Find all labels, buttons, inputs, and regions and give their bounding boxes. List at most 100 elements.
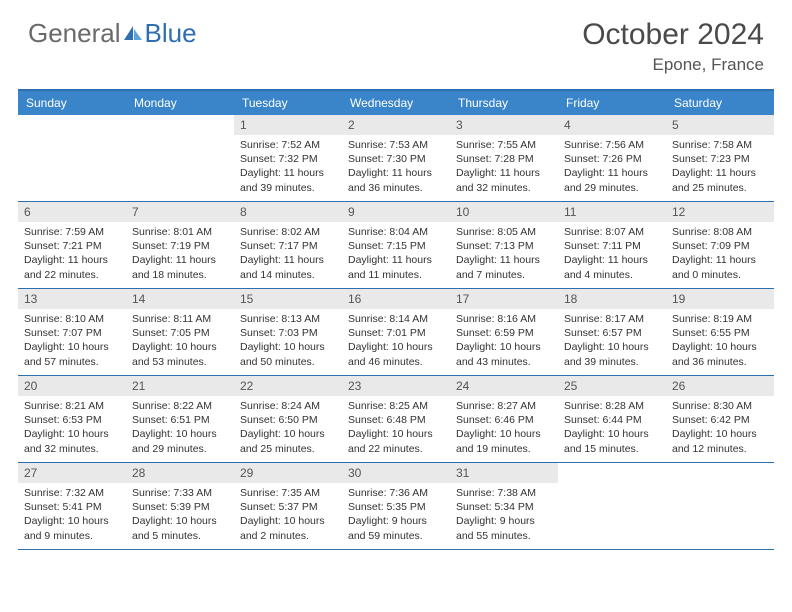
day-detail-line: Sunset: 5:34 PM bbox=[450, 500, 558, 514]
day-detail-line: Sunset: 7:07 PM bbox=[18, 326, 126, 340]
day-detail-line: and 57 minutes. bbox=[18, 355, 126, 369]
day-detail-line: Sunset: 5:37 PM bbox=[234, 500, 342, 514]
day-detail-line: Sunset: 7:11 PM bbox=[558, 239, 666, 253]
day-detail-line: Sunrise: 8:30 AM bbox=[666, 399, 774, 413]
month-title: October 2024 bbox=[582, 18, 764, 52]
day-detail-line: and 25 minutes. bbox=[666, 181, 774, 195]
day-detail-line: Sunrise: 8:19 AM bbox=[666, 312, 774, 326]
day-detail-line: Sunrise: 7:56 AM bbox=[558, 138, 666, 152]
day-detail-line: Daylight: 10 hours bbox=[450, 340, 558, 354]
logo: General Blue bbox=[28, 18, 197, 49]
day-header: Tuesday bbox=[234, 91, 342, 115]
day-number: 13 bbox=[18, 289, 126, 309]
day-detail-line: and 36 minutes. bbox=[666, 355, 774, 369]
day-detail-line: and 18 minutes. bbox=[126, 268, 234, 282]
day-detail-line: Sunset: 7:21 PM bbox=[18, 239, 126, 253]
header: General Blue October 2024 Epone, France bbox=[0, 0, 792, 83]
day-detail-line: Sunrise: 7:52 AM bbox=[234, 138, 342, 152]
day-detail-line: Sunrise: 8:02 AM bbox=[234, 225, 342, 239]
day-detail-line: Sunset: 7:09 PM bbox=[666, 239, 774, 253]
day-detail-line: Sunrise: 8:14 AM bbox=[342, 312, 450, 326]
day-cell: 22Sunrise: 8:24 AMSunset: 6:50 PMDayligh… bbox=[234, 376, 342, 462]
day-detail-line: Sunset: 7:32 PM bbox=[234, 152, 342, 166]
day-detail-line: Sunset: 6:55 PM bbox=[666, 326, 774, 340]
day-detail-line: Daylight: 11 hours bbox=[342, 253, 450, 267]
day-detail-line: Sunrise: 8:17 AM bbox=[558, 312, 666, 326]
day-detail-line: and 43 minutes. bbox=[450, 355, 558, 369]
day-detail-line: and 14 minutes. bbox=[234, 268, 342, 282]
week-row: 13Sunrise: 8:10 AMSunset: 7:07 PMDayligh… bbox=[18, 289, 774, 376]
day-detail-line: Sunrise: 8:22 AM bbox=[126, 399, 234, 413]
day-number: 12 bbox=[666, 202, 774, 222]
day-detail-line: Sunset: 6:59 PM bbox=[450, 326, 558, 340]
day-cell: 9Sunrise: 8:04 AMSunset: 7:15 PMDaylight… bbox=[342, 202, 450, 288]
day-header: Thursday bbox=[450, 91, 558, 115]
day-cell: 12 Sunrise: 8:08 AMSunset: 7:09 PMDayligh… bbox=[666, 202, 774, 288]
day-cell: 3Sunrise: 7:55 AMSunset: 7:28 PMDaylight… bbox=[450, 115, 558, 201]
day-detail-line: Sunset: 6:46 PM bbox=[450, 413, 558, 427]
day-detail-line: Sunset: 6:50 PM bbox=[234, 413, 342, 427]
day-detail-line: Sunrise: 7:36 AM bbox=[342, 486, 450, 500]
calendar: SundayMondayTuesdayWednesdayThursdayFrid… bbox=[18, 89, 774, 550]
day-detail-line: Sunrise: 8:27 AM bbox=[450, 399, 558, 413]
day-detail-line: and 0 minutes. bbox=[666, 268, 774, 282]
day-cell: 27Sunrise: 7:32 AMSunset: 5:41 PMDayligh… bbox=[18, 463, 126, 549]
day-detail-line: and 55 minutes. bbox=[450, 529, 558, 543]
day-number: 31 bbox=[450, 463, 558, 483]
day-header: Sunday bbox=[18, 91, 126, 115]
day-detail-line: and 22 minutes. bbox=[342, 442, 450, 456]
day-detail-line: Sunrise: 7:58 AM bbox=[666, 138, 774, 152]
day-cell: 25Sunrise: 8:28 AMSunset: 6:44 PMDayligh… bbox=[558, 376, 666, 462]
day-detail-line: Daylight: 11 hours bbox=[666, 253, 774, 267]
day-detail-line: Sunrise: 8:08 AM bbox=[666, 225, 774, 239]
day-detail-line: Sunrise: 8:11 AM bbox=[126, 312, 234, 326]
day-cell: 30Sunrise: 7:36 AMSunset: 5:35 PMDayligh… bbox=[342, 463, 450, 549]
day-detail-line: and 19 minutes. bbox=[450, 442, 558, 456]
day-detail-line: Sunset: 7:26 PM bbox=[558, 152, 666, 166]
day-number: 24 bbox=[450, 376, 558, 396]
day-detail-line: Sunset: 7:03 PM bbox=[234, 326, 342, 340]
day-cell: 5Sunrise: 7:58 AMSunset: 7:23 PMDaylight… bbox=[666, 115, 774, 201]
day-cell: 17Sunrise: 8:16 AMSunset: 6:59 PMDayligh… bbox=[450, 289, 558, 375]
day-cell: . bbox=[126, 115, 234, 201]
day-cell: 28Sunrise: 7:33 AMSunset: 5:39 PMDayligh… bbox=[126, 463, 234, 549]
week-row: ..1Sunrise: 7:52 AMSunset: 7:32 PMDaylig… bbox=[18, 115, 774, 202]
day-detail-line: and 22 minutes. bbox=[18, 268, 126, 282]
day-detail-line: Sunset: 7:01 PM bbox=[342, 326, 450, 340]
day-cell: 20Sunrise: 8:21 AMSunset: 6:53 PMDayligh… bbox=[18, 376, 126, 462]
day-detail-line: Daylight: 10 hours bbox=[234, 340, 342, 354]
day-detail-line: Daylight: 11 hours bbox=[558, 166, 666, 180]
location-label: Epone, France bbox=[582, 55, 764, 75]
day-number: 11 bbox=[558, 202, 666, 222]
day-number: 4 bbox=[558, 115, 666, 135]
day-header: Monday bbox=[126, 91, 234, 115]
day-detail-line: Sunrise: 7:33 AM bbox=[126, 486, 234, 500]
day-detail-line: Daylight: 10 hours bbox=[18, 514, 126, 528]
day-cell: 7Sunrise: 8:01 AMSunset: 7:19 PMDaylight… bbox=[126, 202, 234, 288]
day-cell: 13Sunrise: 8:10 AMSunset: 7:07 PMDayligh… bbox=[18, 289, 126, 375]
day-number: 23 bbox=[342, 376, 450, 396]
day-number: 29 bbox=[234, 463, 342, 483]
day-detail-line: Sunrise: 8:07 AM bbox=[558, 225, 666, 239]
day-detail-line: Sunset: 7:05 PM bbox=[126, 326, 234, 340]
day-cell: 4 Sunrise: 7:56 AMSunset: 7:26 PMDaylight… bbox=[558, 115, 666, 201]
day-detail-line: Sunset: 7:28 PM bbox=[450, 152, 558, 166]
week-row: 27Sunrise: 7:32 AMSunset: 5:41 PMDayligh… bbox=[18, 463, 774, 550]
day-number: 2 bbox=[342, 115, 450, 135]
day-detail-line: Daylight: 11 hours bbox=[234, 253, 342, 267]
day-number: 5 bbox=[666, 115, 774, 135]
day-number: 3 bbox=[450, 115, 558, 135]
day-detail-line: Daylight: 10 hours bbox=[558, 427, 666, 441]
logo-sail-icon bbox=[123, 25, 143, 43]
day-detail-line: and 25 minutes. bbox=[234, 442, 342, 456]
day-detail-line: and 11 minutes. bbox=[342, 268, 450, 282]
day-number: 26 bbox=[666, 376, 774, 396]
day-detail-line: Daylight: 11 hours bbox=[342, 166, 450, 180]
day-detail-line: and 29 minutes. bbox=[558, 181, 666, 195]
day-number: 27 bbox=[18, 463, 126, 483]
day-detail-line: and 4 minutes. bbox=[558, 268, 666, 282]
day-detail-line: Daylight: 10 hours bbox=[126, 427, 234, 441]
day-detail-line: Sunset: 6:42 PM bbox=[666, 413, 774, 427]
day-number: 16 bbox=[342, 289, 450, 309]
day-number: 1 bbox=[234, 115, 342, 135]
